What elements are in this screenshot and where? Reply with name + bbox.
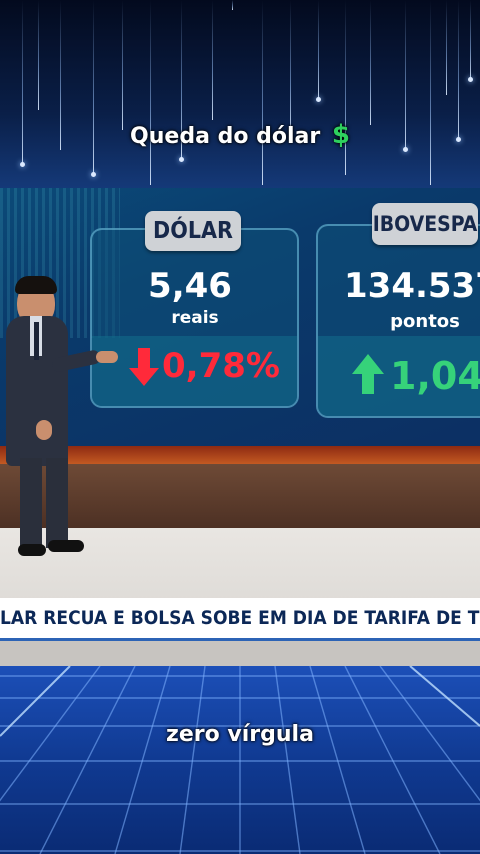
ibovespa-unit: pontos <box>390 311 460 332</box>
ibovespa-change-text: 1,04 <box>390 354 480 398</box>
news-ticker: LAR RECUA E BOLSA SOBE EM DIA DE TARIFA … <box>0 598 480 641</box>
ticker-text: LAR RECUA E BOLSA SOBE EM DIA DE TARIFA … <box>0 607 480 629</box>
bottom-caption: zero vírgula <box>166 722 314 747</box>
dolar-label: DÓLAR <box>145 211 241 251</box>
ibovespa-label: IBOVESPA <box>372 203 478 245</box>
dolar-panel <box>90 228 299 408</box>
ibovespa-change: 1,04 <box>390 354 480 398</box>
news-video-frame[interactable]: DÓLAR 5,46 reais 0,78% IBOVESPA 134.537,… <box>0 188 480 666</box>
bottom-background <box>0 666 480 854</box>
dolar-change: 0,78% <box>162 346 280 386</box>
dolar-unit: reais <box>171 308 219 328</box>
ticker-under-band <box>0 641 480 666</box>
arrow-up-icon <box>352 354 384 394</box>
dollar-icon: $ <box>331 120 350 150</box>
dolar-change-text: 0,78% <box>162 346 280 386</box>
top-caption: Queda do dólar $ <box>0 120 480 150</box>
arrow-down-icon <box>129 348 159 386</box>
ibovespa-value: 134.537,0 <box>344 266 480 306</box>
studio-desk <box>0 464 480 534</box>
video-wall: DÓLAR 5,46 reais 0,78% IBOVESPA 134.537,… <box>0 188 480 458</box>
top-background <box>0 0 480 190</box>
dolar-value: 5,46 <box>148 266 232 306</box>
caption-text: Queda do dólar <box>130 124 321 149</box>
